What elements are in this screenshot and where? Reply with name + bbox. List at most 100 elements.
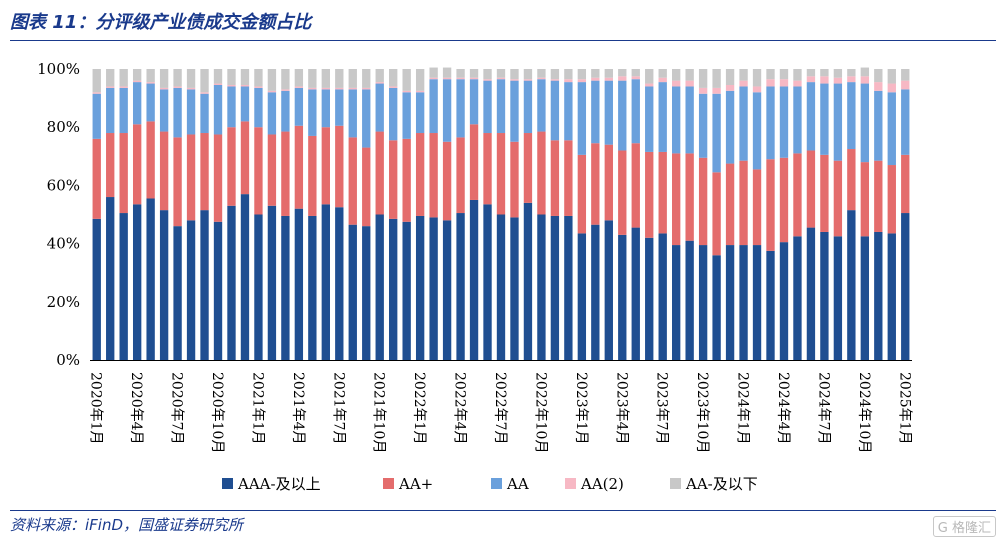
bar-segment-series-1 (833, 160, 843, 237)
bar-segment-series-4 (146, 69, 155, 83)
bar-segment-series-3 (173, 86, 182, 88)
bar-segment-series-4 (496, 69, 506, 78)
bar-segment-series-1 (658, 151, 667, 234)
x-tick-label: 2021年4月 (290, 372, 306, 445)
bar-segment-series-2 (362, 89, 371, 148)
bar-segment-series-2 (725, 90, 735, 164)
bar-segment-series-0 (106, 197, 115, 360)
bar-segment-series-2 (132, 82, 142, 125)
x-tick-label: 2020年4月 (128, 372, 144, 445)
bar-segment-series-2 (186, 89, 196, 135)
bar-segment-series-1 (186, 134, 196, 221)
bar-segment-series-0 (672, 245, 681, 360)
bar-segment-series-0 (604, 220, 613, 360)
bar-segment-series-1 (402, 138, 411, 222)
bar-segment-series-0 (146, 198, 155, 360)
bar-segment-series-4 (725, 69, 735, 85)
bar-segment-series-0 (523, 202, 533, 360)
bar-segment-series-1 (631, 143, 640, 228)
bar-segment-series-4 (874, 69, 883, 83)
bar-segment-series-2 (321, 89, 330, 128)
bar-segment-series-2 (389, 87, 398, 141)
bar-segment-series-0 (806, 227, 816, 360)
bar-segment-series-2 (645, 86, 654, 152)
bar-segment-series-4 (442, 67, 452, 78)
bar-segment-series-3 (550, 79, 560, 81)
bar-segment-series-4 (119, 69, 128, 87)
bar-segment-series-4 (173, 69, 182, 87)
bar-segment-series-4 (132, 69, 142, 81)
bar-segment-series-4 (254, 69, 263, 87)
x-tick-label: 2024年10月 (856, 372, 872, 453)
bar-segment-series-1 (456, 137, 465, 214)
bar-segment-series-2 (564, 82, 573, 141)
bar-segment-series-1 (645, 151, 654, 238)
bar-segment-series-2 (631, 79, 640, 144)
legend-label: AA-及以下 (685, 475, 758, 493)
bar-segment-series-2 (887, 92, 896, 166)
bar-segment-series-3 (577, 79, 587, 83)
bar-segment-series-3 (860, 76, 870, 84)
bar-segment-series-2 (901, 89, 910, 155)
bar-segment-series-0 (200, 210, 209, 360)
x-tick-label: 2020年10月 (209, 372, 225, 453)
bar-segment-series-1 (550, 140, 560, 216)
bar-segment-series-1 (362, 147, 371, 227)
bar-segment-series-0 (591, 224, 600, 360)
legend-label: AAA-及以上 (237, 475, 321, 493)
bar-segment-series-3 (847, 76, 856, 83)
bar-segment-series-1 (752, 169, 762, 246)
bar-segment-series-4 (752, 69, 762, 87)
bar-segment-series-4 (456, 69, 465, 78)
bar-segment-series-3 (240, 85, 250, 87)
bar-segment-series-4 (672, 69, 681, 81)
bar-segment-series-4 (604, 69, 613, 78)
bar-segment-series-2 (106, 87, 115, 134)
bar-segment-series-3 (119, 86, 128, 88)
bar-segment-series-3 (281, 89, 290, 91)
bar-segment-series-2 (402, 92, 411, 139)
bar-segment-series-2 (847, 82, 856, 150)
bar-segment-series-3 (739, 80, 748, 87)
bar-segment-series-1 (335, 125, 344, 208)
bar-segment-series-2 (335, 89, 344, 126)
bar-segment-series-2 (442, 79, 452, 142)
bar-segment-series-0 (537, 214, 546, 360)
bar-segment-series-3 (591, 77, 600, 81)
bar-segment-series-4 (240, 69, 250, 85)
bar-segment-series-1 (227, 127, 236, 206)
bar-segment-series-1 (146, 121, 155, 199)
x-tick-label: 2022年7月 (492, 372, 508, 445)
bar-segment-series-3 (618, 76, 627, 81)
bar-segment-series-3 (806, 76, 816, 83)
bar-segment-series-2 (806, 82, 816, 151)
y-tick-label: 100% (37, 60, 80, 78)
x-tick-label: 2023年10月 (694, 372, 710, 453)
bar-segment-series-3 (146, 82, 155, 84)
bar-segment-series-0 (456, 213, 465, 360)
bar-segment-series-3 (186, 87, 196, 90)
bar-segment-series-0 (766, 250, 775, 361)
x-tick-label: 2024年1月 (735, 372, 751, 445)
bar-segment-series-0 (415, 215, 425, 360)
bar-segment-series-1 (901, 154, 910, 214)
bar-segment-series-4 (200, 69, 209, 93)
bar-segment-series-1 (308, 135, 317, 216)
x-tick-label: 2024年7月 (815, 372, 831, 445)
bar-segment-series-2 (308, 89, 317, 136)
bar-segment-series-0 (847, 210, 856, 360)
bar-segment-series-2 (604, 80, 613, 145)
bar-segment-series-2 (159, 89, 169, 132)
bar-segment-series-3 (766, 79, 775, 87)
bar-segment-series-0 (564, 215, 573, 360)
bar-segment-series-0 (402, 221, 411, 360)
bar-segment-series-0 (429, 217, 438, 360)
bar-segment-series-0 (375, 214, 384, 360)
bar-segment-series-1 (577, 154, 587, 234)
bar-segment-series-1 (389, 140, 398, 219)
bar-segment-series-4 (833, 69, 843, 78)
bar-segment-series-0 (227, 205, 236, 360)
bar-segment-series-0 (469, 199, 479, 360)
y-tick-label: 40% (47, 235, 80, 253)
bar-segment-series-2 (469, 79, 479, 125)
